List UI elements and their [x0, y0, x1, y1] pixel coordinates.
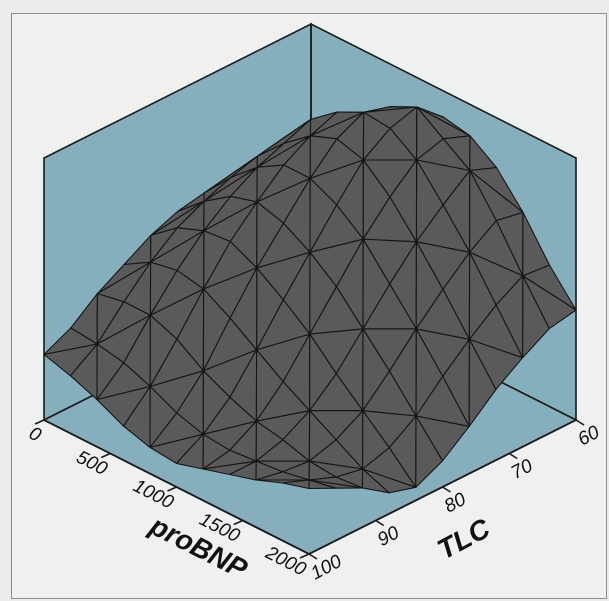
x-tick-mark	[299, 553, 310, 559]
x-tick-label: 0	[25, 423, 44, 447]
surface-facet	[308, 479, 337, 490]
x-tick-mark	[34, 419, 45, 425]
y-axis-title: TLC	[432, 512, 495, 565]
y-tick-mark	[375, 519, 385, 527]
y-tick-mark	[575, 419, 585, 426]
y-tick-label: 70	[508, 455, 537, 484]
x-tick-mark	[167, 486, 177, 492]
x-tick-mark	[233, 519, 244, 526]
y-tick-label: 80	[441, 489, 470, 518]
x-tick-mark	[100, 452, 111, 459]
y-tick-mark	[442, 486, 451, 493]
y-tick-mark	[308, 553, 318, 560]
surface-facet	[361, 468, 390, 494]
y-tick-label: 60	[574, 422, 603, 451]
surface-facet	[175, 433, 204, 470]
y-tick-label: 90	[374, 522, 403, 551]
surface-facet	[468, 338, 497, 427]
surface-facet	[415, 415, 444, 488]
surface-mesh	[43, 106, 577, 494]
y-tick-mark	[508, 452, 518, 460]
